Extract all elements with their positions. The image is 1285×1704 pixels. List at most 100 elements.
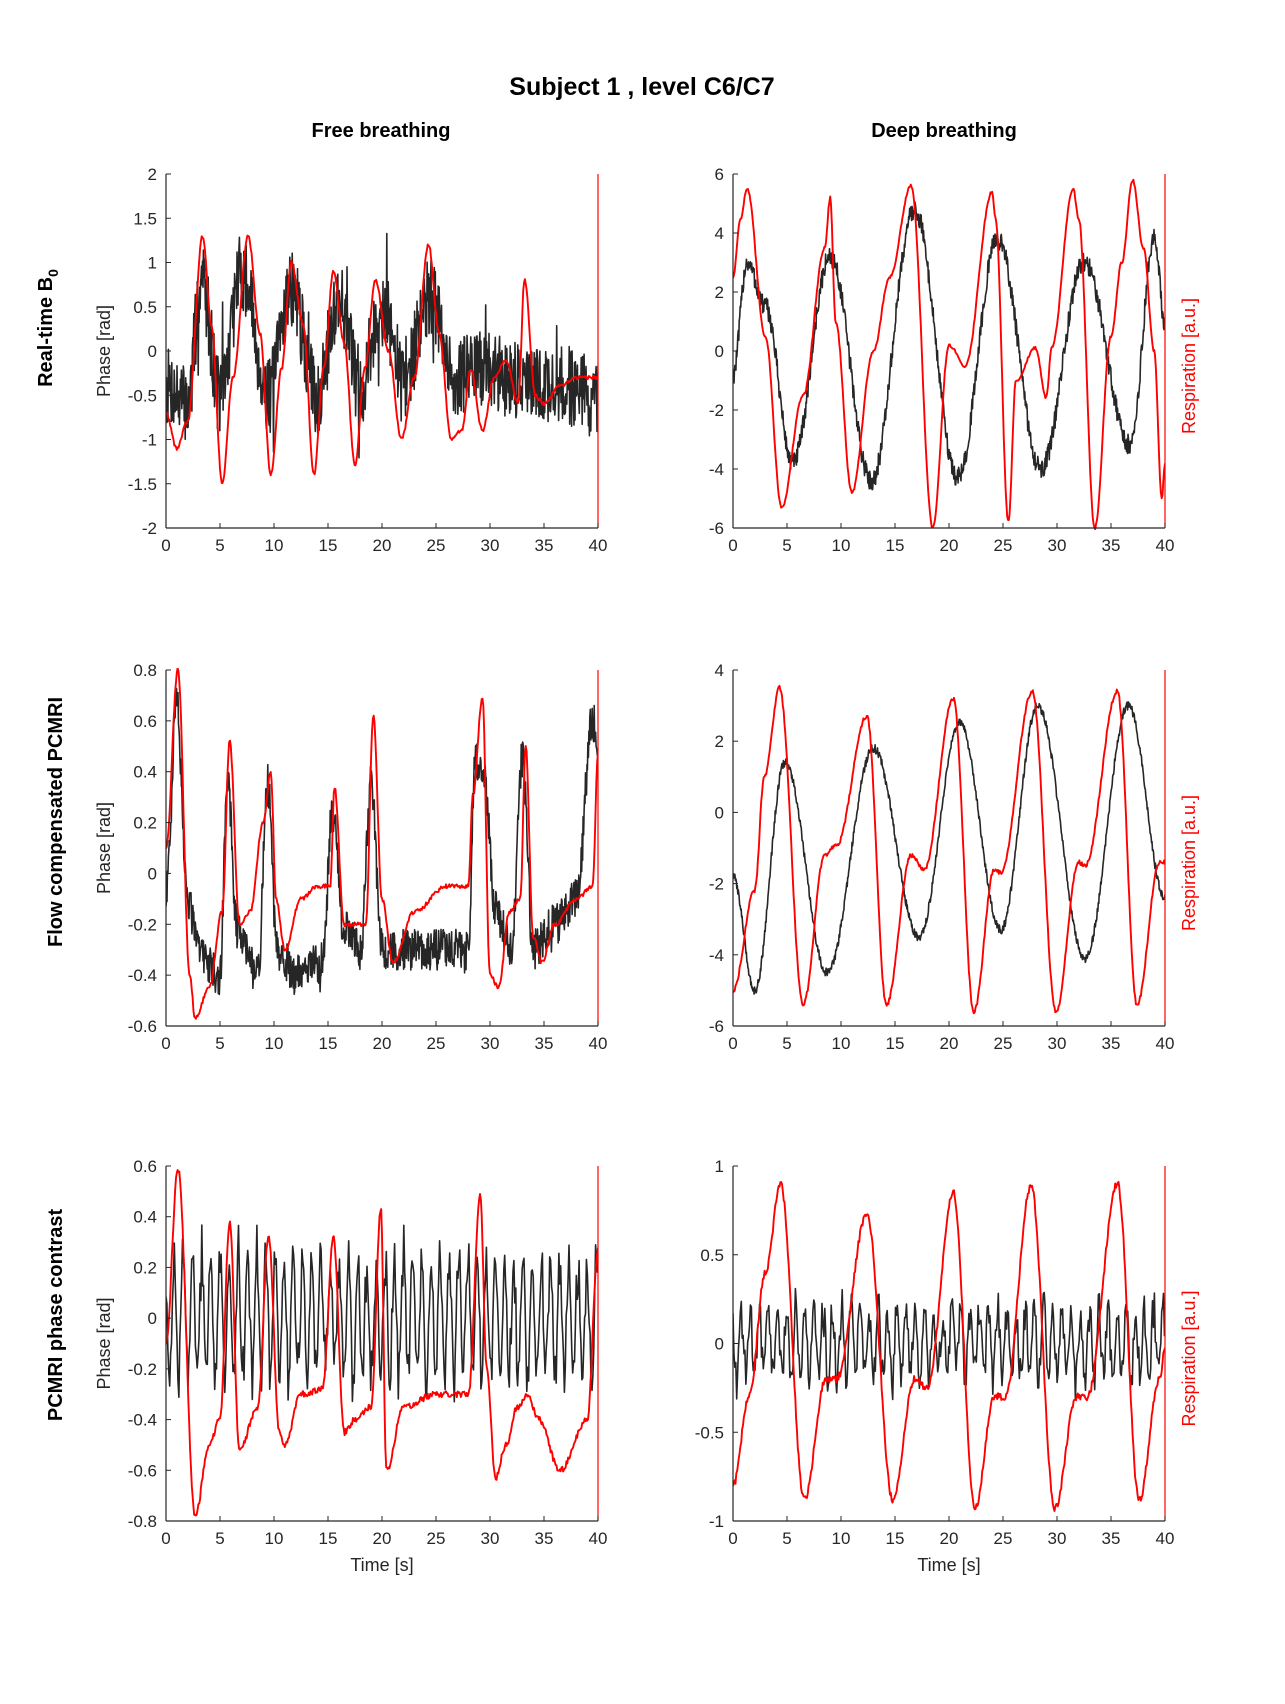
x-tick-label: 40 [1156,1529,1175,1548]
y-tick-label: -0.8 [128,1512,157,1531]
y-tick-label: 2 [715,283,724,302]
x-tick-label: 5 [782,1529,791,1548]
x-tick-label: 20 [940,536,959,555]
x-tick-label: 0 [728,536,737,555]
x-tick-label: 30 [1048,536,1067,555]
x-tick-label: 10 [832,1529,851,1548]
x-tick-label: 40 [589,1529,608,1548]
y-tick-label: 0.6 [133,1157,157,1176]
y-tick-label: 0.2 [133,814,157,833]
y-tick-label: 0.4 [133,1208,157,1227]
x-tick-label: 20 [373,536,392,555]
y-tick-label: 0 [715,342,724,361]
x-tick-label: 5 [215,1034,224,1053]
y-axis-label: Phase [rad] [94,802,114,894]
x-tick-label: 40 [589,536,608,555]
y-tick-label: -0.5 [695,1423,724,1442]
x-tick-label: 15 [319,1529,338,1548]
y-tick-label: -1 [709,1512,724,1531]
x-tick-label: 35 [1102,1529,1121,1548]
x-tick-label: 25 [994,536,1013,555]
row-label-subscript: 0 [45,269,61,277]
panel-b0_deep: 0 5 10 15 20 25 30 35 40 -6 -4 -2 0 2 4 6 Respiration [a… [709,165,1199,555]
x-tick-label: 30 [481,536,500,555]
x-tick-label: 30 [481,1529,500,1548]
x-tick-label: 35 [535,1034,554,1053]
x-tick-label: 15 [886,1529,905,1548]
y-tick-label: -0.4 [128,966,157,985]
x-tick-label: 5 [215,536,224,555]
y-tick-label: 0.4 [133,763,157,782]
row-label-realtime-b0: Real-time B0 [35,269,61,387]
x-tick-label: 15 [886,536,905,555]
x-tick-label: 25 [427,1529,446,1548]
y-tick-label: 0 [148,864,157,883]
y2-axis-label: Respiration [a.u.] [1179,795,1199,931]
row-label-pcmri-phase-contrast: PCMRI phase contrast [45,1209,67,1422]
x-tick-label: 10 [265,536,284,555]
y-tick-label: -6 [709,519,724,538]
panel-fc_free: 0 5 10 15 20 25 30 35 40 -0.6 -0.4 -0.2 0 0.2 0.4 0.6 0.… [94,661,607,1053]
y-tick-label: -0.6 [128,1017,157,1036]
y2-axis-label: Respiration [a.u.] [1179,1290,1199,1426]
y-tick-label: -1 [142,431,157,450]
x-tick-label: 35 [535,1529,554,1548]
x-tick-label: 0 [161,1529,170,1548]
column-title-deep: Deep breathing [871,120,1017,142]
x-tick-label: 25 [427,1034,446,1053]
x-tick-label: 30 [481,1034,500,1053]
row-label-text: Real-time B [35,277,57,387]
x-tick-label: 25 [994,1529,1013,1548]
y-tick-label: 0 [715,803,724,822]
x-tick-label: 35 [1102,536,1121,555]
phase-series-line [733,201,1165,491]
y-tick-label: 0.6 [133,712,157,731]
y-tick-label: -0.2 [128,915,157,934]
x-tick-label: 5 [782,1034,791,1053]
x-tick-label: 40 [589,1034,608,1053]
x-tick-label: 35 [535,536,554,555]
y-tick-label: -2 [709,875,724,894]
panel-fc_deep: 0 5 10 15 20 25 30 35 40 -6 -4 -2 0 2 4 Respiration [a.… [709,661,1199,1053]
x-tick-label: 35 [1102,1034,1121,1053]
row-label-flow-compensated: Flow compensated PCMRI [45,697,67,947]
x-axis-label: Time [s] [350,1555,413,1575]
x-tick-label: 10 [832,1034,851,1053]
series-group [733,178,1165,530]
figure-title: Subject 1 , level C6/C7 [509,73,774,101]
y-axis-label: Phase [rad] [94,1297,114,1389]
phase-series-line [166,687,598,996]
y2-axis-label: Respiration [a.u.] [1179,298,1199,434]
y-tick-label: 1.5 [133,209,157,228]
x-tick-label: 25 [427,536,446,555]
y-tick-label: -1.5 [128,475,157,494]
series-group [166,1169,598,1517]
column-title-free: Free breathing [312,120,451,142]
panels: 0 5 10 15 20 25 30 35 40-2-1.5-1-0.500.511.52Pha… [94,165,1199,1575]
x-tick-label: 20 [373,1529,392,1548]
x-tick-label: 5 [215,1529,224,1548]
panel-pc_deep: 0 5 10 15 20 25 30 35 40 -1 -0.5 0 0.5 1 Respiration [… [695,1157,1199,1575]
y-tick-label: 4 [715,661,724,680]
phase-series-line [733,1287,1165,1401]
x-tick-label: 25 [994,1034,1013,1053]
respiration-series-line [733,178,1165,530]
x-tick-label: 0 [728,1529,737,1548]
y-axis-label: Phase [rad] [94,305,114,397]
y-tick-label: -0.5 [128,386,157,405]
x-tick-label: 15 [319,1034,338,1053]
y-tick-label: 0 [148,342,157,361]
x-axis-label: Time [s] [917,1555,980,1575]
y-tick-label: 0 [715,1335,724,1354]
x-tick-label: 10 [265,1529,284,1548]
series-group [733,684,1165,1015]
y-tick-label: 0.5 [133,298,157,317]
x-tick-label: 20 [940,1034,959,1053]
x-tick-label: 30 [1048,1034,1067,1053]
y-tick-label: -4 [709,460,724,479]
y-tick-label: 0.5 [700,1246,724,1265]
phase-series-line [166,232,598,459]
x-tick-label: 15 [319,536,338,555]
respiration-series-line [166,668,598,1020]
